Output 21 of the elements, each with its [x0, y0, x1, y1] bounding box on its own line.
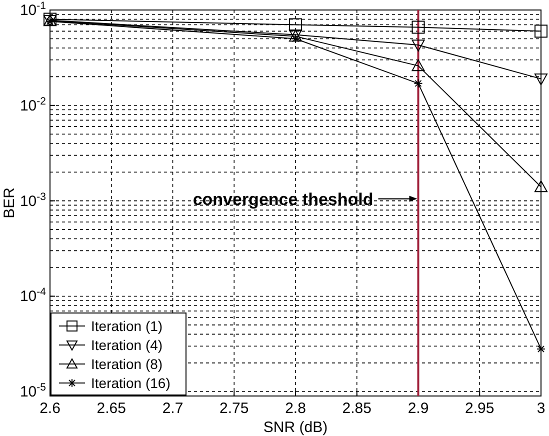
y-axis-title: BER: [1, 187, 18, 218]
x-tick-label: 2.7: [162, 400, 184, 417]
x-tick-label: 3: [536, 400, 546, 417]
x-tick-label: 2.75: [220, 400, 249, 417]
x-tick-label: 2.9: [408, 400, 429, 417]
x-tick-label: 2.95: [465, 400, 494, 417]
legend-label: Iteration (1): [91, 318, 163, 334]
x-axis-title: SNR (dB): [263, 419, 328, 436]
y-tick-label: 10$^{-1}$: [20, 0, 46, 19]
y-tick-label: 10$^{-3}$: [20, 190, 46, 210]
legend-label: Iteration (16): [91, 375, 170, 391]
y-tick-label: 10$^{-4}$: [20, 286, 46, 306]
x-tick-label: 2.8: [285, 400, 306, 417]
annotation: convergence theshold: [192, 190, 374, 209]
y-tick-label: 10$^{-2}$: [20, 95, 46, 114]
x-tick-label: 2.85: [342, 400, 372, 417]
legend-label: Iteration (4): [91, 337, 163, 353]
y-tick-label: 10$^{-5}$: [20, 382, 46, 401]
legend-label: Iteration (8): [91, 356, 163, 372]
x-tick-label: 2.65: [96, 400, 126, 417]
x-tick-label: 2.6: [40, 400, 60, 417]
